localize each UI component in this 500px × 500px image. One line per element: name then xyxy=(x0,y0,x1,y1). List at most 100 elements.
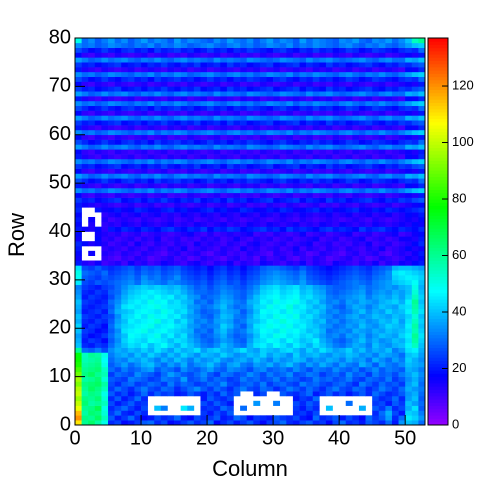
heatmap-cell xyxy=(226,173,234,179)
heatmap-cell xyxy=(246,163,254,169)
heatmap-cell xyxy=(339,347,347,353)
heatmap-cell xyxy=(312,192,320,198)
heatmap-cell xyxy=(372,129,380,136)
heatmap-cell xyxy=(391,144,399,150)
heatmap-cell xyxy=(101,279,109,286)
heatmap-cell xyxy=(114,120,122,126)
heatmap-cell xyxy=(385,250,393,256)
heatmap-cell xyxy=(259,294,267,300)
heatmap-cell xyxy=(207,187,214,194)
heatmap-cell xyxy=(75,173,82,179)
heatmap-cell xyxy=(88,149,96,155)
heatmap-cell xyxy=(279,381,287,387)
heatmap-cell xyxy=(292,158,300,165)
heatmap-cell xyxy=(174,246,181,252)
heatmap-cell xyxy=(352,381,360,387)
color-scale-step xyxy=(428,392,448,397)
heatmap-cell xyxy=(114,115,122,121)
heatmap-cell xyxy=(233,81,241,87)
heatmap-cell xyxy=(253,216,261,223)
heatmap-cell xyxy=(154,347,162,353)
heatmap-cell xyxy=(200,313,208,319)
heatmap-cell xyxy=(319,110,327,116)
heatmap-cell xyxy=(167,197,175,203)
heatmap-cell xyxy=(398,289,406,295)
heatmap-cell xyxy=(306,241,314,247)
heatmap-cell xyxy=(233,342,241,348)
heatmap-cell xyxy=(279,250,287,256)
heatmap-cell xyxy=(358,197,366,203)
heatmap-cell xyxy=(200,366,208,373)
heatmap-cell xyxy=(246,308,254,315)
heatmap-cell xyxy=(240,284,247,290)
heatmap-cell xyxy=(325,76,333,82)
x-tick-label: 30 xyxy=(262,427,284,449)
heatmap-cell xyxy=(193,202,201,208)
heatmap-cell xyxy=(101,366,109,373)
heatmap-cell xyxy=(180,115,188,121)
heatmap-cell xyxy=(114,400,122,406)
heatmap-cell xyxy=(94,333,102,339)
heatmap-cell xyxy=(127,366,135,373)
heatmap-cell xyxy=(345,96,353,102)
heatmap-cell xyxy=(94,173,102,179)
heatmap-cell xyxy=(101,410,109,416)
heatmap-cell xyxy=(279,120,287,126)
heatmap-cell xyxy=(391,381,399,387)
heatmap-cell xyxy=(121,110,129,116)
heatmap-cell xyxy=(220,270,228,276)
heatmap-cell xyxy=(226,328,234,334)
heatmap-cell xyxy=(306,149,314,155)
heatmap-cell xyxy=(174,86,181,92)
heatmap-cell xyxy=(319,362,327,368)
heatmap-cell xyxy=(411,275,419,281)
heatmap-cell xyxy=(127,110,135,116)
heatmap-cell xyxy=(240,371,247,377)
heatmap-cell xyxy=(240,115,247,121)
heatmap-cell xyxy=(378,410,386,416)
heatmap-cell xyxy=(365,149,373,155)
heatmap-cell xyxy=(292,371,300,377)
heatmap-cell xyxy=(312,173,320,179)
heatmap-cell xyxy=(75,129,82,136)
heatmap-cell xyxy=(207,178,214,184)
heatmap-cell xyxy=(391,52,399,58)
heatmap-cell xyxy=(81,391,89,397)
heatmap-cell xyxy=(259,91,267,97)
heatmap-cell xyxy=(306,62,314,68)
heatmap-cell xyxy=(273,96,281,102)
heatmap-cell xyxy=(345,391,353,397)
heatmap-cell xyxy=(187,42,195,48)
heatmap-cell xyxy=(411,216,419,223)
heatmap-cell xyxy=(233,154,241,160)
heatmap-cell xyxy=(134,352,142,358)
heatmap-cell xyxy=(352,202,360,208)
heatmap-cell xyxy=(292,357,300,363)
heatmap-cell xyxy=(200,71,208,77)
heatmap-cell xyxy=(253,168,261,174)
heatmap-cell xyxy=(114,241,122,247)
heatmap-cell xyxy=(292,183,300,189)
heatmap-cell xyxy=(147,183,155,189)
heatmap-cell xyxy=(101,96,109,102)
heatmap-cell xyxy=(339,110,347,116)
heatmap-cell xyxy=(101,105,109,111)
heatmap-cell xyxy=(385,376,393,382)
heatmap-cell xyxy=(187,105,195,111)
heatmap-cell xyxy=(246,304,254,310)
heatmap-cell xyxy=(273,318,281,324)
heatmap-cell xyxy=(358,163,366,169)
heatmap-cell xyxy=(246,139,254,145)
y-tick-label: 50 xyxy=(49,171,71,193)
heatmap-cell xyxy=(339,139,347,145)
heatmap-cell xyxy=(398,294,406,300)
heatmap-cell xyxy=(94,197,102,203)
heatmap-cell xyxy=(75,318,82,324)
heatmap-cell xyxy=(101,67,109,73)
color-scale-step xyxy=(428,383,448,387)
heatmap-cell xyxy=(200,347,208,353)
heatmap-cell xyxy=(141,187,148,194)
heatmap-cell xyxy=(352,357,360,363)
heatmap-cell xyxy=(418,241,426,247)
heatmap-cell xyxy=(405,333,413,339)
